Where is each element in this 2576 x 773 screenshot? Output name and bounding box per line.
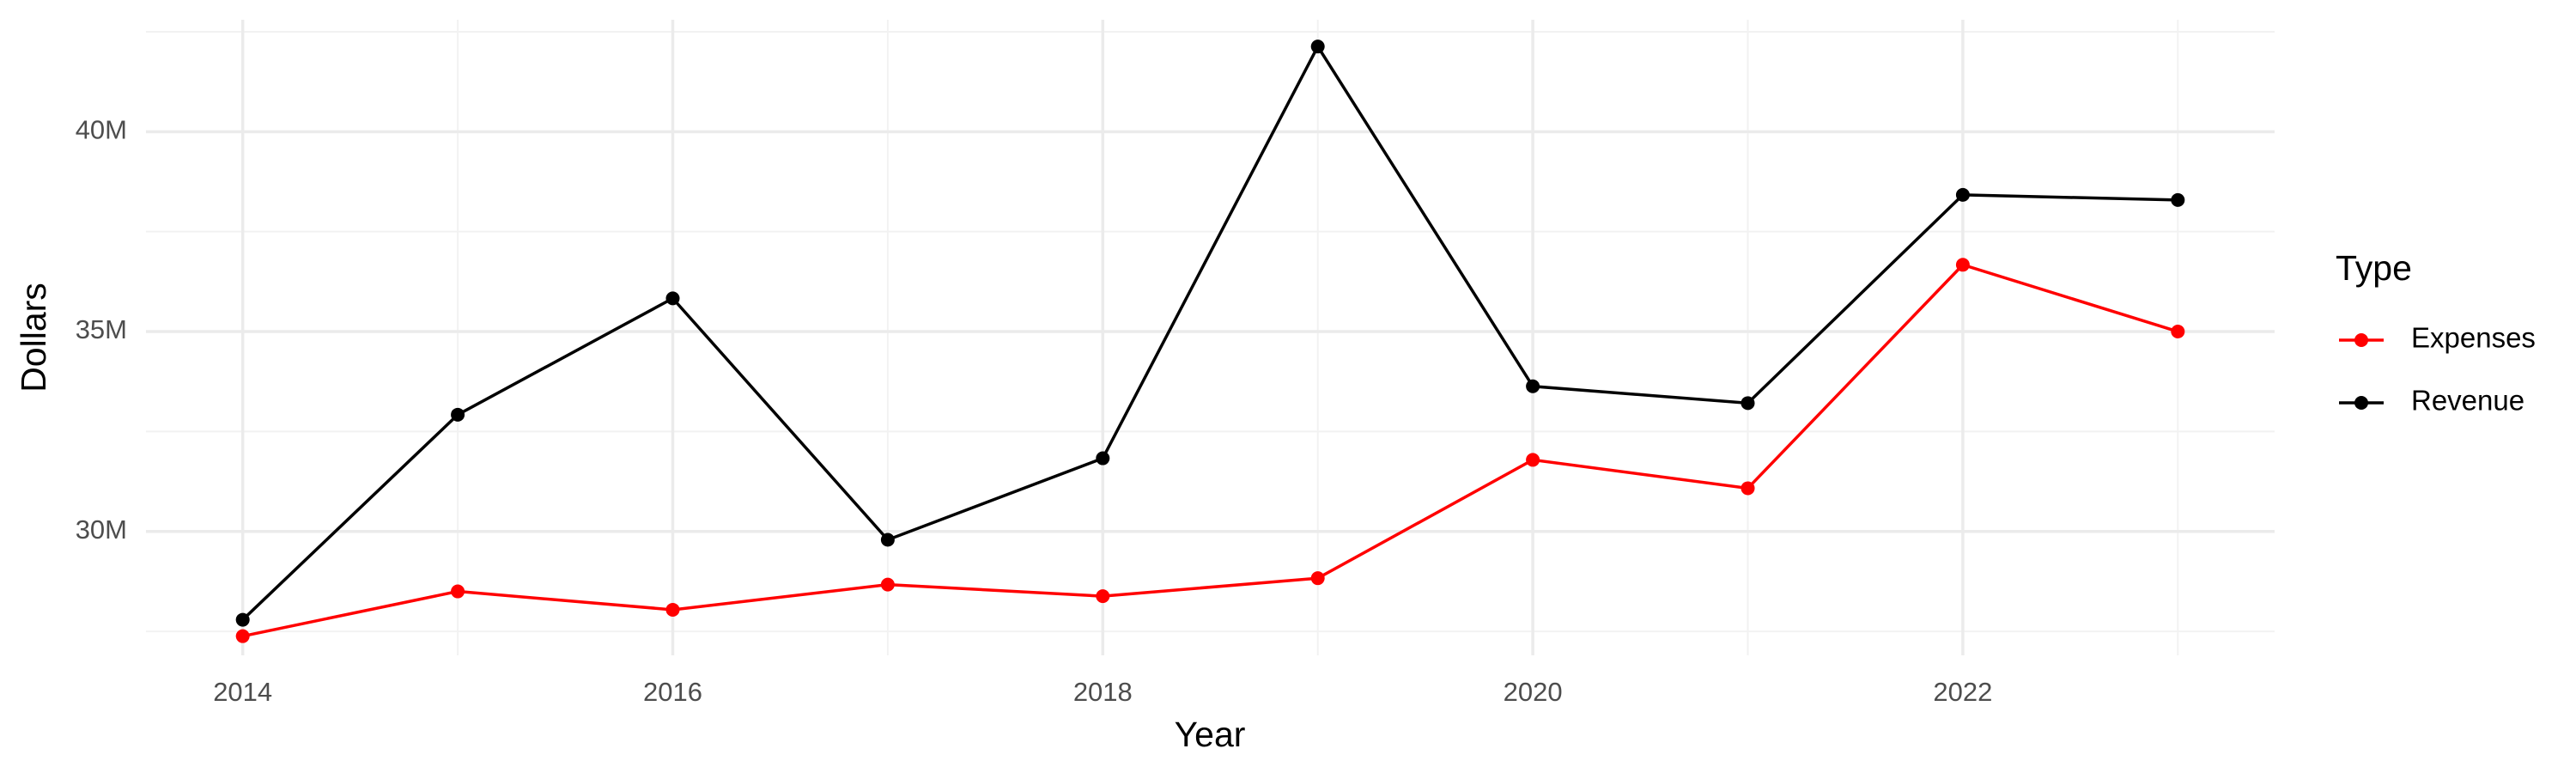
legend-label: Revenue (2411, 385, 2524, 417)
y-tick-label: 30M (76, 514, 127, 545)
data-point (1955, 258, 1970, 272)
data-point (451, 407, 465, 422)
data-point (665, 602, 680, 617)
series-line (242, 263, 2178, 638)
y-tick-label: 40M (76, 115, 127, 145)
data-point (1096, 451, 1110, 466)
y-axis-title: Dollars (14, 283, 53, 393)
data-point (1310, 40, 1325, 54)
data-point (451, 584, 465, 599)
data-point (235, 629, 250, 643)
x-tick-label: 2018 (1073, 677, 1133, 707)
series-line (241, 43, 2178, 621)
legend-key-point (2354, 396, 2368, 410)
legend-key-point (2354, 333, 2368, 347)
legend-label: Expenses (2411, 322, 2536, 354)
data-point (1526, 453, 1540, 467)
data-point (235, 612, 250, 627)
x-tick-label: 2016 (643, 677, 702, 707)
data-point (1955, 187, 1970, 202)
data-point (1741, 481, 1755, 496)
data-point (880, 577, 895, 592)
y-tick-label: 35M (76, 314, 127, 344)
data-point (880, 533, 895, 547)
data-point (665, 291, 680, 306)
grid (146, 20, 2275, 655)
x-tick-label: 2014 (213, 677, 272, 707)
data-point (2171, 192, 2185, 207)
data-point (2171, 325, 2185, 339)
data-point (1741, 396, 1755, 411)
x-tick-label: 2022 (1933, 677, 1992, 707)
x-tick-label: 2020 (1504, 677, 1563, 707)
data-point (1096, 589, 1110, 604)
legend-title: Type (2336, 248, 2412, 288)
data-point (1310, 571, 1325, 586)
x-axis-title: Year (1175, 715, 1246, 754)
data-point (1526, 379, 1540, 393)
